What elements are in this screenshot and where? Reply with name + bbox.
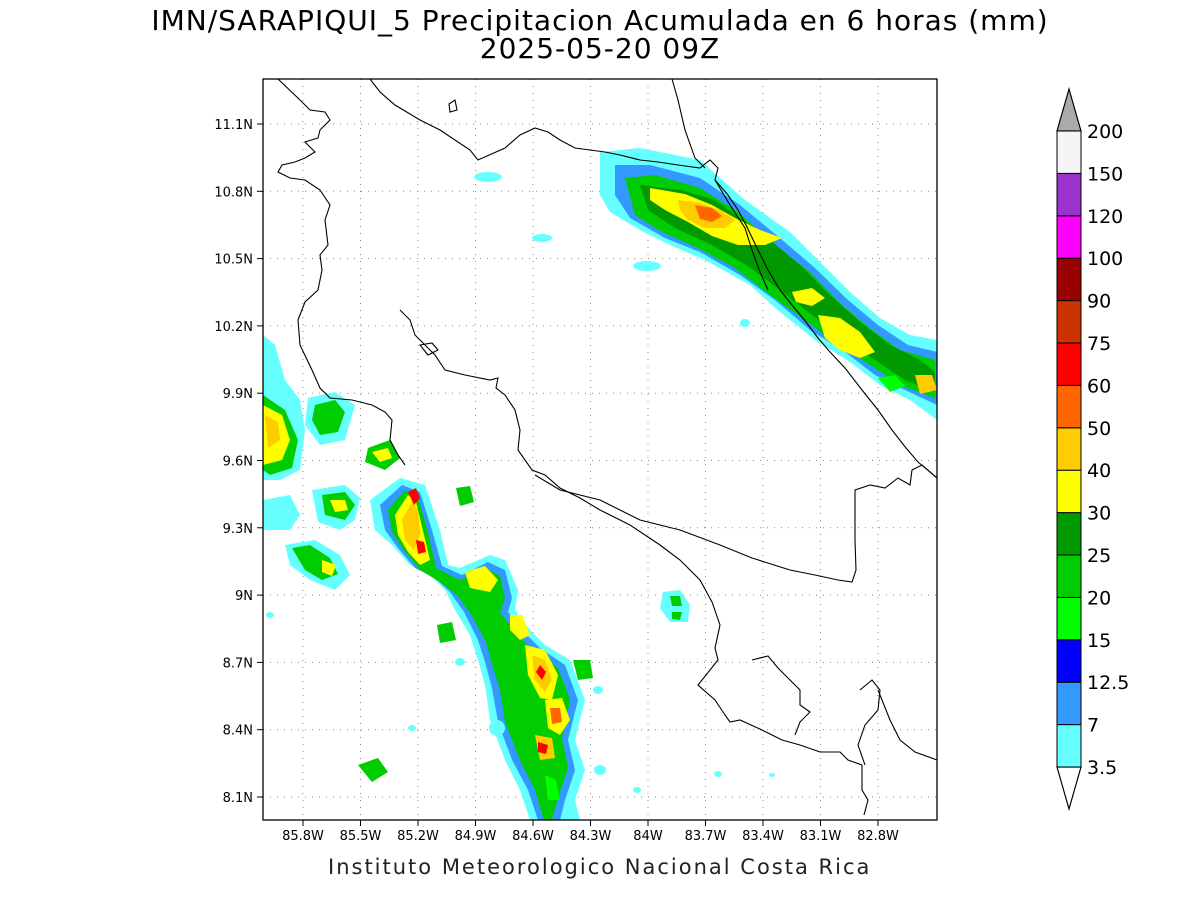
legend-level-label: 20 <box>1087 587 1111 609</box>
legend-level-label: 15 <box>1087 630 1111 652</box>
legend-level-label: 200 <box>1087 121 1123 143</box>
legend-level-label: 100 <box>1087 248 1123 270</box>
lon-label: 85.8W <box>282 829 324 844</box>
legend-swatch <box>1056 342 1082 386</box>
lat-label: 8.7N <box>223 656 253 671</box>
legend-swatch <box>1056 300 1082 344</box>
map-frame <box>262 78 938 821</box>
lat-label: 8.1N <box>223 791 253 806</box>
legend-under-arrow <box>1056 766 1082 812</box>
coastlines-and-borders <box>277 79 937 816</box>
precip-band-southwest <box>263 335 775 820</box>
lon-label: 85.5W <box>340 829 382 844</box>
precipitation-legend-colorbar: 3.5 7 12.5 15 20 25 30 40 50 60 75 90 100 120 150 200 <box>1056 86 1129 812</box>
footer-credit: Instituto Meteorologico Nacional Costa R… <box>328 855 872 879</box>
lat-label: 10.2N <box>214 320 253 335</box>
lon-label: 84.9W <box>455 829 497 844</box>
legend-swatch <box>1056 554 1082 598</box>
lat-label: 8.4N <box>223 724 253 739</box>
legend-swatch <box>1056 130 1082 174</box>
legend-swatch <box>1056 384 1082 429</box>
legend-over-arrow <box>1056 86 1082 132</box>
legend-level-label: 3.5 <box>1087 757 1117 779</box>
lon-label: 83.4W <box>742 829 784 844</box>
legend-swatch <box>1056 469 1082 514</box>
lat-label: 9N <box>235 589 253 604</box>
legend-level-label: 60 <box>1087 375 1111 397</box>
lon-label: 85.2W <box>397 829 439 844</box>
map-subtitle-datetime: 2025-05-20 09Z <box>479 32 721 65</box>
legend-swatch <box>1056 596 1082 641</box>
legend-level-label: 90 <box>1087 291 1111 313</box>
lon-label: 84W <box>633 829 663 844</box>
longitude-labels: 85.8W 85.5W 85.2W 84.9W 84.6W 84.3W 84W 83.7W 83… <box>282 820 899 844</box>
lat-label: 9.9N <box>223 387 253 402</box>
lat-label: 11.1N <box>214 118 253 133</box>
legend-swatch <box>1056 172 1082 217</box>
legend-level-label: 12.5 <box>1087 672 1129 694</box>
legend-swatch <box>1056 427 1082 471</box>
legend-level-label: 30 <box>1087 503 1111 525</box>
legend-level-label: 25 <box>1087 545 1111 567</box>
legend-swatch <box>1056 512 1082 556</box>
latitude-labels: 11.1N 10.8N 10.5N 10.2N 9.9N 9.6N 9.3N 9N 8.7N 8.… <box>214 118 263 806</box>
legend-level-label: 75 <box>1087 333 1111 355</box>
lon-label: 83.1W <box>800 829 842 844</box>
lat-label: 9.6N <box>223 455 253 470</box>
lat-label: 10.8N <box>214 185 253 200</box>
legend-swatch <box>1056 681 1082 726</box>
lat-label: 10.5N <box>214 253 253 268</box>
map-title: IMN/SARAPIQUI_5 Precipitacion Acumulada … <box>151 4 1049 37</box>
legend-swatch <box>1056 639 1082 683</box>
precip-band-northeast <box>474 148 937 420</box>
precipitation-field <box>263 148 937 820</box>
legend-level-label: 150 <box>1087 163 1123 185</box>
legend-swatch <box>1056 257 1082 302</box>
lat-label: 9.3N <box>223 522 253 537</box>
lon-label: 83.7W <box>685 829 727 844</box>
legend-level-label: 40 <box>1087 460 1111 482</box>
legend-level-label: 50 <box>1087 418 1111 440</box>
legend-swatch <box>1056 724 1082 768</box>
legend-swatch <box>1056 215 1082 259</box>
legend-level-label: 7 <box>1087 715 1099 737</box>
lon-label: 84.3W <box>570 829 612 844</box>
lon-label: 84.6W <box>512 829 554 844</box>
lon-label: 82.8W <box>857 829 899 844</box>
legend-level-label: 120 <box>1087 206 1123 228</box>
